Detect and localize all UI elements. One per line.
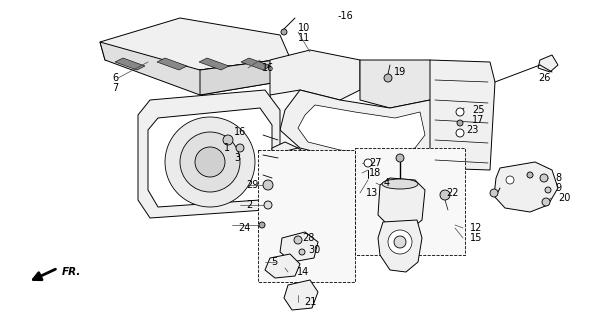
Text: 22: 22 [446,188,459,198]
Polygon shape [115,58,145,70]
Circle shape [440,190,450,200]
Circle shape [388,230,412,254]
Circle shape [259,222,265,228]
Text: 8: 8 [555,173,561,183]
Circle shape [263,180,273,190]
Polygon shape [241,58,271,70]
Polygon shape [272,142,300,172]
Text: 12: 12 [470,223,482,233]
Polygon shape [138,90,280,218]
Circle shape [457,120,463,126]
Polygon shape [200,58,290,95]
Polygon shape [538,55,558,72]
Polygon shape [378,220,422,272]
Ellipse shape [382,179,418,189]
Text: 29: 29 [246,180,258,190]
Polygon shape [100,42,290,95]
Polygon shape [378,178,425,228]
Polygon shape [265,254,300,278]
Text: 4: 4 [384,178,390,188]
Text: 3: 3 [234,153,240,163]
Text: 30: 30 [308,245,320,255]
Text: 14: 14 [297,267,309,277]
Circle shape [294,236,302,244]
Text: 27: 27 [369,158,382,168]
Polygon shape [157,58,187,70]
Circle shape [527,172,533,178]
Polygon shape [430,60,495,170]
Circle shape [364,159,372,167]
Text: -16: -16 [338,11,354,21]
Polygon shape [270,148,320,185]
Text: 9: 9 [555,183,561,193]
Polygon shape [494,162,558,212]
Circle shape [165,117,255,207]
Text: 16: 16 [234,127,246,137]
Text: 10: 10 [298,23,310,33]
Circle shape [506,176,514,184]
Circle shape [542,198,550,206]
Text: FR.: FR. [62,267,82,277]
Text: 11: 11 [298,33,310,43]
Circle shape [281,29,287,35]
Circle shape [545,187,551,193]
Text: 5: 5 [271,257,277,267]
Circle shape [540,174,548,182]
Circle shape [236,144,244,152]
Circle shape [180,132,240,192]
Text: 23: 23 [466,125,479,135]
Polygon shape [270,50,360,100]
Circle shape [456,108,464,116]
Polygon shape [270,60,430,195]
Text: 13: 13 [366,188,378,198]
Text: 1: 1 [224,143,230,153]
Text: 21: 21 [304,297,316,307]
Circle shape [264,201,272,209]
Circle shape [396,154,404,162]
Text: 28: 28 [302,233,315,243]
Text: 18: 18 [369,168,381,178]
Text: 17: 17 [472,115,485,125]
Text: 7: 7 [112,83,118,93]
Circle shape [490,189,498,197]
Circle shape [223,135,233,145]
Circle shape [299,249,305,255]
Circle shape [384,74,392,82]
Circle shape [456,129,464,137]
Text: 26: 26 [538,73,551,83]
Text: 15: 15 [470,233,482,243]
Polygon shape [280,90,440,165]
Polygon shape [100,18,290,70]
Text: 24: 24 [238,223,250,233]
Polygon shape [280,232,318,262]
Circle shape [394,236,406,248]
Text: 25: 25 [472,105,485,115]
Text: 2: 2 [246,200,252,210]
Polygon shape [199,58,229,70]
Text: 20: 20 [558,193,571,203]
Polygon shape [298,105,425,154]
Text: 19: 19 [394,67,406,77]
Polygon shape [148,108,272,207]
Text: 6: 6 [112,73,118,83]
Polygon shape [284,280,318,310]
Polygon shape [258,150,355,282]
Circle shape [195,147,225,177]
Polygon shape [360,60,440,108]
Text: 16: 16 [262,63,274,73]
Polygon shape [355,148,465,255]
